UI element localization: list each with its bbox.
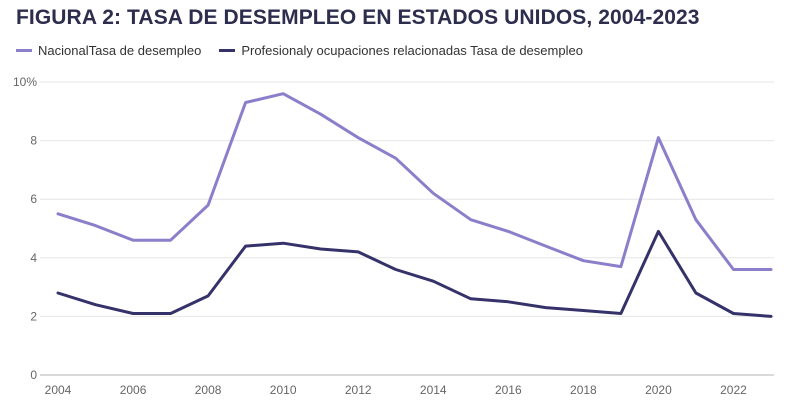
y-tick-label-8: 8 (30, 134, 37, 148)
series-line-1 (56, 229, 773, 318)
chart-title: FIGURA 2: TASA DE DESEMPLEO EN ESTADOS U… (16, 6, 700, 29)
legend-swatch-profesional (219, 49, 236, 52)
legend-swatch-nacional (16, 49, 32, 52)
x-tick-label-2018: 2018 (570, 383, 597, 397)
y-axis: 0 2 4 6 8 10% (13, 75, 37, 382)
x-tick-label-2006: 2006 (120, 383, 147, 397)
legend: NacionalTasa de desempleo Profesionaly o… (16, 43, 601, 58)
y-tick-label-2: 2 (30, 309, 37, 323)
legend-item-nacional: NacionalTasa de desempleo (16, 43, 201, 58)
series-lines (56, 92, 773, 318)
x-tick-label-2012: 2012 (345, 383, 372, 397)
x-tick-label-2022: 2022 (720, 383, 747, 397)
y-tick-label-0: 0 (30, 368, 37, 382)
x-tick-label-2020: 2020 (645, 383, 672, 397)
x-tick-label-2016: 2016 (495, 383, 522, 397)
x-tick-label-2008: 2008 (195, 383, 222, 397)
y-tick-label-10: 10% (13, 75, 37, 89)
legend-item-profesional: Profesionaly ocupaciones relacionadas Ta… (219, 43, 583, 58)
x-axis: 2004 2006 2008 2010 2012 2014 2016 2018 2020 2022 (45, 383, 747, 397)
legend-label-profesional: Profesionaly ocupaciones relacionadas Ta… (241, 43, 583, 58)
x-tick-label-2014: 2014 (420, 383, 447, 397)
x-tick-label-2004: 2004 (45, 383, 72, 397)
y-tick-label-4: 4 (30, 251, 37, 265)
y-tick-label-6: 6 (30, 192, 37, 206)
x-tick-label-2010: 2010 (270, 383, 297, 397)
legend-label-nacional: NacionalTasa de desempleo (38, 43, 202, 58)
series-line-0 (56, 92, 773, 271)
grid-lines (40, 81, 774, 376)
